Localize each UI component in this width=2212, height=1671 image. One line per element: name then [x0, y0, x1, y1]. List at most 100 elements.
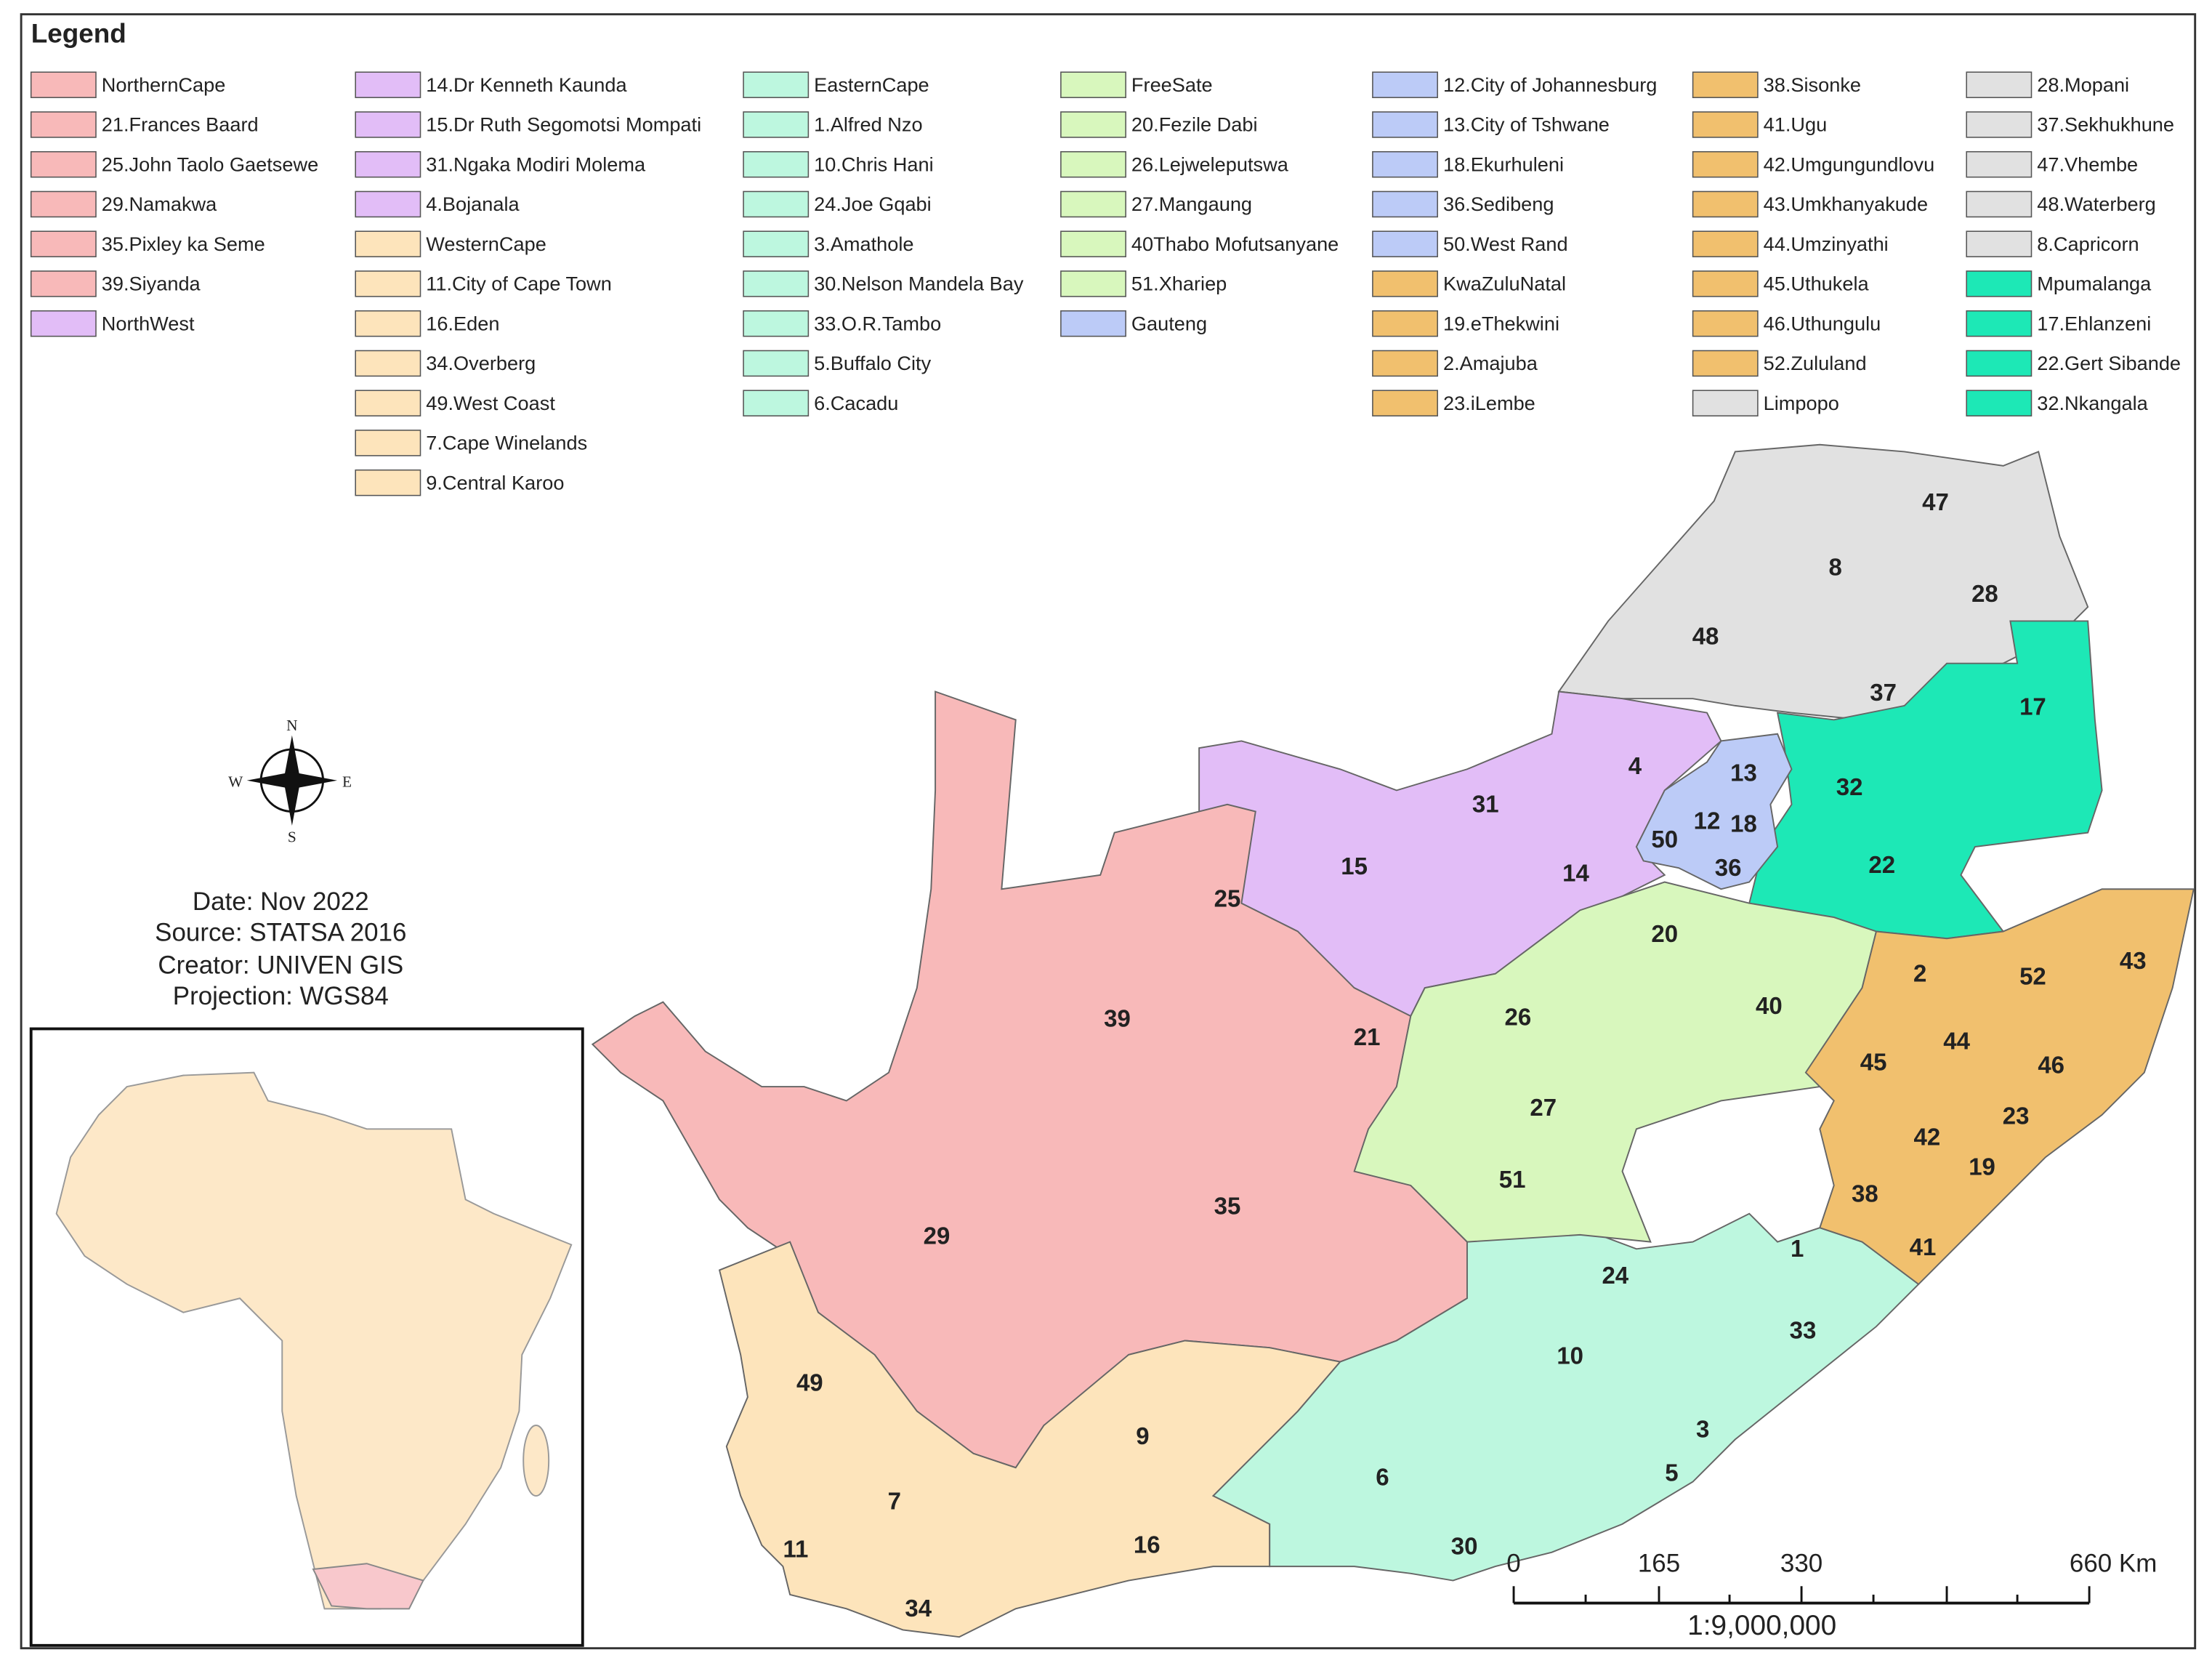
- district-label: 48: [1692, 622, 1719, 649]
- legend-label: KwaZuluNatal: [1443, 273, 1566, 295]
- district-label: 18: [1730, 810, 1757, 837]
- legend-swatch: [743, 230, 810, 257]
- madagascar: [522, 1425, 550, 1497]
- district-label: 43: [2120, 947, 2147, 974]
- legend-label: 47.Vhembe: [2037, 153, 2138, 175]
- district-label: 9: [1136, 1422, 1149, 1449]
- legend-label: 2.Amajuba: [1443, 352, 1538, 374]
- legend-label: 18.Ekurhuleni: [1443, 153, 1564, 175]
- legend-label: 31.Ngaka Modiri Molema: [426, 153, 646, 175]
- legend-swatch: [1372, 350, 1438, 377]
- legend-label: 51.Xhariep: [1131, 273, 1227, 295]
- legend-label: 33.O.R.Tambo: [814, 312, 941, 334]
- legend-label: FreeSate: [1131, 73, 1213, 96]
- legend-swatch: [30, 71, 97, 98]
- district-label: 14: [1562, 860, 1589, 887]
- legend-swatch: [355, 469, 421, 496]
- district-label: 41: [1910, 1233, 1937, 1260]
- legend-label: 43.Umkhanyakude: [1764, 193, 1928, 215]
- legend-label: 42.Umgungundlovu: [1764, 153, 1935, 175]
- district-label: 5: [1665, 1459, 1678, 1486]
- district-label: 6: [1376, 1463, 1389, 1490]
- district-label: 15: [1341, 853, 1368, 879]
- legend-swatch: [743, 270, 810, 297]
- legend-swatch: [355, 190, 421, 218]
- compass-w: W: [228, 773, 243, 791]
- legend-swatch: [1372, 230, 1438, 257]
- district-label: 8: [1828, 553, 1841, 580]
- legend-swatch: [1372, 150, 1438, 178]
- legend-swatch: [1692, 111, 1759, 138]
- district-label: 44: [1943, 1028, 1970, 1055]
- legend-label: 37.Sekhukhune: [2037, 113, 2174, 136]
- legend-swatch: [743, 111, 810, 138]
- district-label: 34: [905, 1595, 932, 1622]
- province-gauteng: [1635, 733, 1793, 890]
- legend-swatch: [1372, 390, 1438, 416]
- legend-label: 22.Gert Sibande: [2037, 352, 2181, 374]
- legend-swatch: [1372, 111, 1438, 138]
- legend-swatch: [743, 71, 810, 98]
- scale-label: 0: [1506, 1549, 1520, 1577]
- legend-swatch: [1692, 390, 1759, 416]
- district-label: 26: [1505, 1004, 1532, 1031]
- legend-label: 24.Joe Gqabi: [814, 193, 932, 215]
- district-label: 11: [783, 1535, 808, 1562]
- provinces: [591, 443, 2195, 1638]
- info-source: Source: STATSA 2016: [155, 919, 406, 947]
- africa: [55, 1071, 573, 1610]
- info-creator: Creator: UNIVEN GIS: [158, 951, 403, 979]
- legend-swatch: [30, 230, 97, 257]
- legend-label: 25.John Taolo Gaetsewe: [102, 153, 318, 175]
- legend-label: EasternCape: [814, 73, 929, 96]
- district-label: 45: [1860, 1049, 1887, 1076]
- legend-label: 1.Alfred Nzo: [814, 113, 922, 136]
- legend-swatch: [1060, 270, 1126, 297]
- district-label: 46: [2038, 1052, 2064, 1079]
- legend-swatch: [1692, 310, 1759, 337]
- compass-e: E: [342, 773, 352, 791]
- legend-label: 7.Cape Winelands: [426, 432, 587, 454]
- legend-swatch: [1060, 310, 1126, 337]
- district-label: 50: [1651, 826, 1678, 853]
- district-label: 21: [1354, 1023, 1381, 1050]
- legend-swatch: [1692, 350, 1759, 377]
- legend-swatch: [1966, 390, 2033, 416]
- legend-swatch: [1372, 190, 1438, 218]
- legend-swatch: [1692, 190, 1759, 218]
- legend-label: 29.Namakwa: [102, 193, 217, 215]
- district-label: 35: [1214, 1193, 1241, 1220]
- legend-swatch: [743, 150, 810, 178]
- district-label: 23: [2003, 1102, 2030, 1129]
- legend-swatch: [355, 310, 421, 337]
- district-label: 2: [1913, 959, 1926, 986]
- legend-swatch: [1966, 310, 2033, 337]
- legend-label: 26.Lejweleputswa: [1131, 153, 1289, 175]
- district-label: 28: [1971, 580, 1998, 607]
- legend-label: 21.Frances Baard: [102, 113, 259, 136]
- legend-label: 32.Nkangala: [2037, 392, 2148, 414]
- district-label: 39: [1104, 1005, 1131, 1032]
- legend-label: 16.Eden: [426, 312, 499, 334]
- legend-label: 28.Mopani: [2037, 73, 2129, 96]
- legend-label: 38.Sisonke: [1764, 73, 1861, 96]
- legend-swatch: [1060, 190, 1126, 218]
- legend-swatch: [1372, 270, 1438, 297]
- legend-swatch: [355, 150, 421, 178]
- legend-label: 30.Nelson Mandela Bay: [814, 273, 1024, 295]
- district-label: 3: [1696, 1415, 1709, 1442]
- africa-inset: [29, 1027, 584, 1647]
- legend-label: 12.City of Johannesburg: [1443, 73, 1657, 96]
- legend-swatch: [1060, 111, 1126, 138]
- district-label: 51: [1499, 1166, 1526, 1193]
- compass-s: S: [288, 828, 296, 845]
- legend-label: 14.Dr Kenneth Kaunda: [426, 73, 627, 96]
- district-label: 1: [1791, 1235, 1804, 1262]
- legend-swatch: [1372, 71, 1438, 98]
- district-label: 31: [1472, 790, 1499, 817]
- legend-swatch: [1966, 230, 2033, 257]
- district-label: 37: [1870, 679, 1897, 706]
- legend-label: Limpopo: [1764, 392, 1839, 414]
- legend-swatch: [30, 150, 97, 178]
- legend-swatch: [355, 350, 421, 377]
